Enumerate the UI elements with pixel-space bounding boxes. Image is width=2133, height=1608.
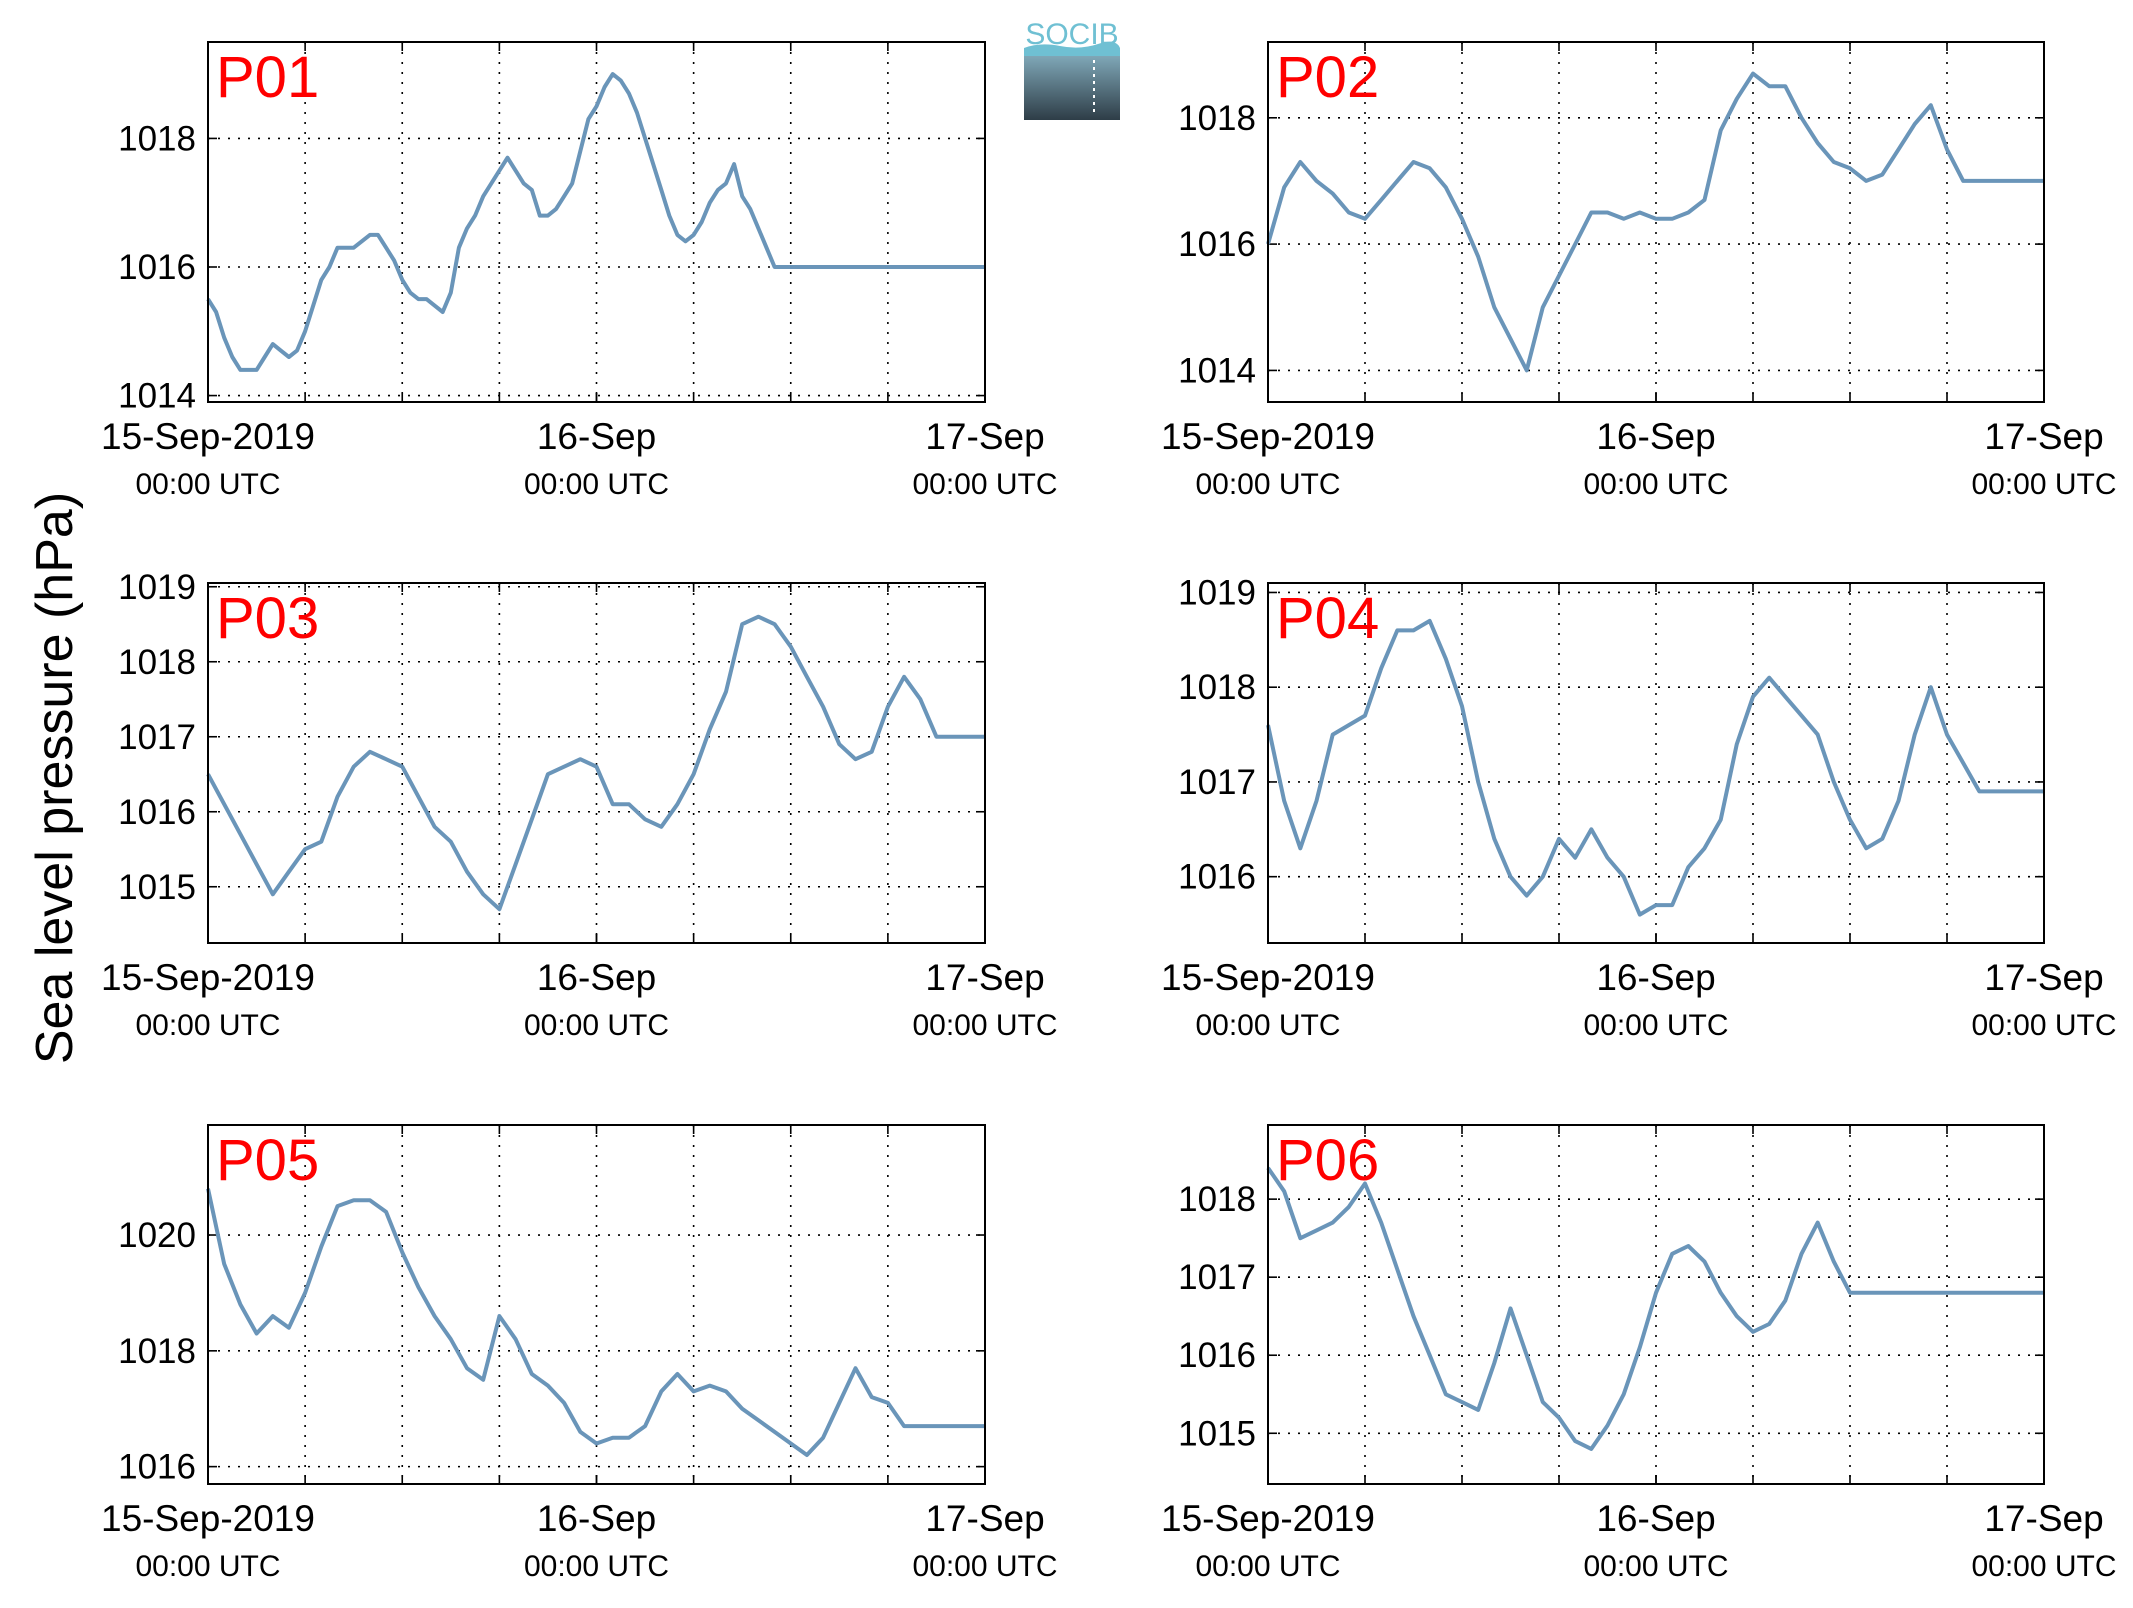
y-tick-label: 1018: [1178, 99, 1256, 138]
axes-box: [207, 1124, 986, 1485]
y-tick-label: 1017: [1178, 763, 1256, 802]
pressure-series-line: [1266, 1166, 2044, 1451]
x-tick-label-time: 00:00 UTC: [1195, 1009, 1340, 1042]
panel-label: P06: [1276, 1128, 1379, 1193]
y-tick-label: 1017: [118, 718, 196, 757]
x-tick-label-time: 00:00 UTC: [912, 1550, 1057, 1583]
y-axis-label: Sea level pressure (hPa): [26, 492, 84, 1064]
x-tick-label-date: 17-Sep: [925, 1498, 1044, 1539]
panel-p02: 1014 1016 1018 15-Sep-2019 00:00 UTC 16-Sep 00…: [1161, 41, 2117, 501]
x-tick-label-date: 15-Sep-2019: [1161, 1498, 1375, 1539]
x-tick-label-time: 00:00 UTC: [1971, 1009, 2116, 1042]
y-tick-label: 1016: [118, 1448, 196, 1487]
y-tick-label: 1016: [1178, 1336, 1256, 1375]
y-tick-label: 1019: [1178, 573, 1256, 612]
panel-p04: 1016 1017 1018 1019 15-Sep-2019 00:00 UTC 16-S…: [1161, 573, 2117, 1042]
x-tick-label-time: 00:00 UTC: [1583, 468, 1728, 501]
x-tick-label-date: 15-Sep-2019: [101, 416, 315, 457]
panel-label: P03: [216, 586, 319, 651]
x-tick-label-date: 17-Sep: [1984, 416, 2103, 457]
pressure-series-line: [1266, 618, 2044, 917]
x-tick-label-date: 15-Sep-2019: [101, 957, 315, 998]
y-tick-label: 1016: [1178, 225, 1256, 264]
pressure-series-line: [206, 614, 985, 912]
pressure-series-line: [206, 1188, 985, 1457]
panel-label: P04: [1276, 586, 1379, 651]
panel-label: P02: [1276, 45, 1379, 110]
x-tick-label-time: 00:00 UTC: [524, 1550, 669, 1583]
socib-logo: SOCIB: [1024, 18, 1120, 120]
y-tick-label: 1015: [118, 868, 196, 907]
y-tick-label: 1020: [118, 1216, 196, 1255]
x-tick-label-time: 00:00 UTC: [1195, 468, 1340, 501]
logo-wave: [1024, 41, 1120, 58]
x-tick-label-date: 17-Sep: [925, 416, 1044, 457]
x-tick-label-time: 00:00 UTC: [1195, 1550, 1340, 1583]
y-tick-label: 1017: [1178, 1258, 1256, 1297]
x-tick-label-date: 15-Sep-2019: [101, 1498, 315, 1539]
panel-p06: 1015 1016 1017 1018 15-Sep-2019 00:00 UTC 16-S…: [1161, 1124, 2117, 1583]
y-tick-label: 1019: [118, 568, 196, 607]
panel-label: P05: [216, 1128, 319, 1193]
y-tick-label: 1018: [118, 1332, 196, 1371]
x-tick-label-time: 00:00 UTC: [1971, 1550, 2116, 1583]
y-tick-label: 1016: [118, 248, 196, 287]
x-tick-label-date: 16-Sep: [1596, 1498, 1715, 1539]
x-tick-label-time: 00:00 UTC: [524, 468, 669, 501]
y-tick-label: 1016: [1178, 858, 1256, 897]
x-tick-label-date: 15-Sep-2019: [1161, 416, 1375, 457]
logo-block: [1024, 56, 1120, 120]
pressure-series-line: [206, 72, 985, 372]
y-tick-label: 1014: [1178, 351, 1256, 390]
pressure-series-line: [1266, 71, 2044, 373]
y-tick-label: 1018: [118, 643, 196, 682]
x-tick-label-time: 00:00 UTC: [912, 1009, 1057, 1042]
y-tick-label: 1016: [118, 793, 196, 832]
axes-box: [1267, 1124, 2045, 1485]
x-tick-label-date: 16-Sep: [537, 1498, 656, 1539]
x-tick-label-date: 17-Sep: [1984, 1498, 2103, 1539]
x-tick-label-date: 16-Sep: [1596, 957, 1715, 998]
x-tick-label-time: 00:00 UTC: [135, 468, 280, 501]
x-tick-label-time: 00:00 UTC: [1583, 1009, 1728, 1042]
x-tick-label-date: 17-Sep: [1984, 957, 2103, 998]
y-tick-label: 1014: [118, 377, 196, 416]
y-tick-label: 1015: [1178, 1414, 1256, 1453]
y-tick-label: 1018: [118, 119, 196, 158]
panel-p03: 1015 1016 1017 1018 1019 15-Sep-2019 00:00 UTC…: [101, 568, 1058, 1042]
x-tick-label-date: 16-Sep: [1596, 416, 1715, 457]
x-tick-label-time: 00:00 UTC: [135, 1550, 280, 1583]
y-tick-label: 1018: [1178, 1180, 1256, 1219]
x-tick-label-time: 00:00 UTC: [912, 468, 1057, 501]
panel-p01: 1014 1016 1018 15-Sep-2019 00:00 UTC 16-Sep 00…: [101, 41, 1058, 501]
x-tick-label-date: 15-Sep-2019: [1161, 957, 1375, 998]
panel-label: P01: [216, 45, 319, 110]
x-tick-label-date: 16-Sep: [537, 416, 656, 457]
x-tick-label-time: 00:00 UTC: [1971, 468, 2116, 501]
x-tick-label-time: 00:00 UTC: [135, 1009, 280, 1042]
x-tick-label-time: 00:00 UTC: [524, 1009, 669, 1042]
y-tick-label: 1018: [1178, 668, 1256, 707]
panel-p05: 1016 1018 1020 15-Sep-2019 00:00 UTC 16-Sep 00…: [101, 1124, 1058, 1583]
x-tick-label-date: 17-Sep: [925, 957, 1044, 998]
x-tick-label-date: 16-Sep: [537, 957, 656, 998]
x-tick-label-time: 00:00 UTC: [1583, 1550, 1728, 1583]
